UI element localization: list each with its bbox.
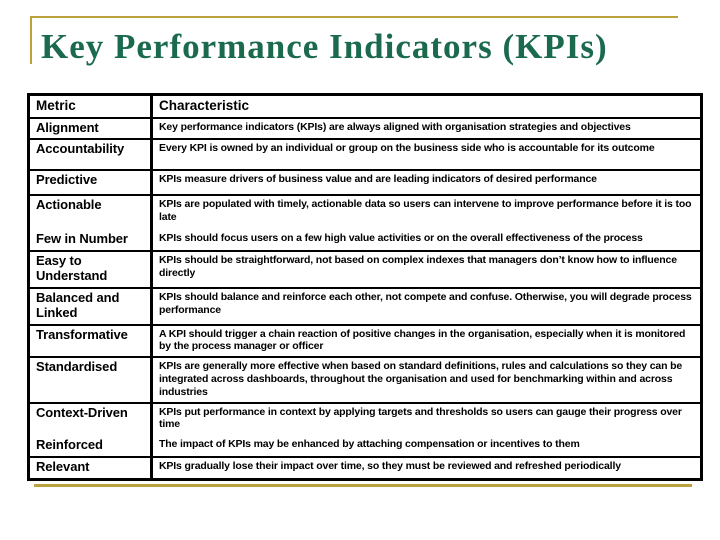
metric-cell: Actionable — [28, 194, 153, 230]
table-row: Actionable KPIs are populated with timely… — [28, 194, 702, 230]
characteristic-cell: Every KPI is owned by an individual or g… — [151, 138, 702, 171]
characteristic-cell: The impact of KPIs may be enhanced by at… — [159, 438, 580, 451]
metric-cell: Balanced and Linked — [28, 286, 153, 325]
table-row: Transformative A KPI should trigger a cha… — [28, 323, 702, 358]
metric-cell: Reinforced — [28, 436, 153, 458]
page-title: Key Performance Indicators (KPIs) — [41, 27, 608, 66]
characteristic-cell: KPIs should focus users on a few high va… — [159, 231, 643, 244]
metric-cell: Alignment — [28, 116, 153, 140]
table-row: Few in Number KPIs should focus users on … — [28, 229, 702, 251]
characteristic-cell: KPIs are populated with timely, actionab… — [151, 194, 702, 230]
col-header-metric: Metric — [28, 94, 153, 118]
characteristic-cell: KPIs should balance and reinforce each o… — [151, 286, 702, 325]
table-row: Relevant KPIs gradually lose their impact… — [28, 456, 702, 480]
table-row: Alignment Key performance indicators (KPI… — [28, 116, 702, 140]
kpi-table-body: Alignment Key performance indicators (KPI… — [28, 116, 702, 480]
characteristic-cell: KPIs are generally more effective when b… — [151, 356, 702, 403]
characteristic-cell: KPIs gradually lose their impact over ti… — [151, 456, 702, 480]
characteristic-cell: KPIs should be straightforward, not base… — [151, 249, 702, 288]
table-row: Context-Driven KPIs put performance in co… — [28, 401, 702, 437]
table-row: Easy to Understand KPIs should be straigh… — [28, 249, 702, 288]
metric-cell: Easy to Understand — [28, 249, 153, 288]
table-row: Standardised KPIs are generally more effe… — [28, 356, 702, 403]
table-row: Reinforced The impact of KPIs may be enha… — [28, 436, 702, 458]
table-row: Balanced and Linked KPIs should balance a… — [28, 286, 702, 325]
metric-cell: Relevant — [28, 456, 153, 480]
bottom-accent-line — [34, 484, 692, 487]
characteristic-cell: KPIs measure drivers of business value a… — [151, 169, 702, 196]
table-row: Predictive KPIs measure drivers of busine… — [28, 169, 702, 196]
metric-cell: Predictive — [28, 169, 153, 196]
metric-cell: Few in Number — [28, 229, 153, 251]
left-accent-line — [30, 16, 32, 64]
top-accent-line — [30, 16, 678, 18]
table-row: Accountability Every KPI is owned by an i… — [28, 138, 702, 171]
characteristic-cell: KPIs put performance in context by apply… — [151, 401, 702, 437]
kpi-table: Metric Characteristic Alignment Key perfo… — [27, 93, 703, 482]
characteristic-cell: Key performance indicators (KPIs) are al… — [151, 116, 702, 140]
metric-cell: Accountability — [28, 138, 153, 171]
characteristic-cell: A KPI should trigger a chain reaction of… — [151, 323, 702, 358]
metric-cell: Transformative — [28, 323, 153, 358]
table-header-row: Metric Characteristic — [28, 94, 702, 118]
metric-cell: Context-Driven — [28, 401, 153, 437]
col-header-characteristic: Characteristic — [159, 98, 250, 113]
metric-cell: Standardised — [28, 356, 153, 403]
